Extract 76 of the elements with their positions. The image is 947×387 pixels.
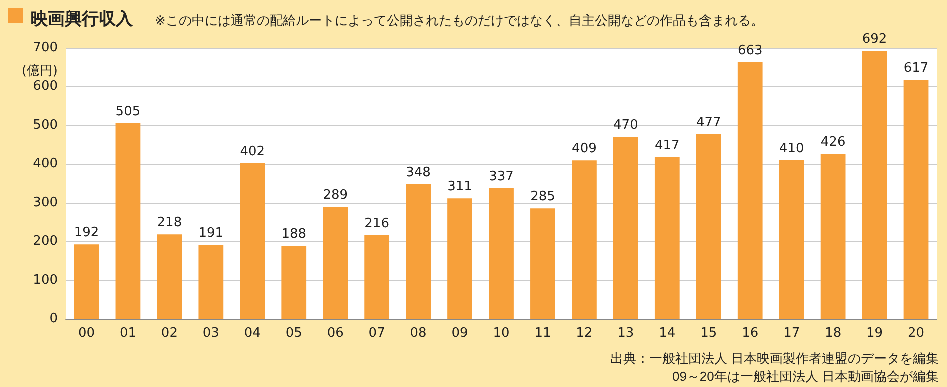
bar [448,198,472,319]
data-label: 417 [654,138,680,154]
data-label: 348 [406,165,431,180]
data-label: 337 [489,170,514,185]
y-tick-label: 700 [33,40,58,56]
bar [489,188,514,319]
bar [323,207,348,319]
data-label: 426 [820,135,846,150]
y-axis-title: (億円) [22,64,58,79]
x-tick-label: 18 [825,326,842,341]
data-label: 663 [738,43,763,58]
x-tick-label: 13 [618,326,634,341]
x-tick-label: 06 [327,326,344,341]
y-tick-label: 0 [50,312,58,326]
data-label: 402 [240,144,266,160]
bar [282,246,307,319]
data-label: 188 [282,227,307,242]
bar [654,158,680,319]
x-tick-label: 00 [78,326,96,341]
data-label: 617 [904,61,929,76]
y-tick-label: 200 [33,234,58,250]
x-tick-label: 12 [576,326,593,341]
data-label: 470 [614,118,638,134]
x-tick-label: 11 [534,326,552,341]
bar [572,160,597,319]
bar [820,154,846,319]
x-tick-label: 14 [659,326,676,341]
x-tick-label: 04 [244,326,261,341]
data-label: 311 [448,180,472,195]
y-tick-label: 300 [33,195,58,210]
x-tick-label: 07 [368,326,386,341]
bar [779,160,804,319]
x-tick-label: 02 [161,326,178,341]
data-label: 692 [862,32,888,48]
data-label: 218 [157,216,182,231]
bar [696,134,722,319]
bar [364,235,390,319]
data-label: 192 [74,226,100,241]
bar [240,163,266,319]
text: 09～20年は一般社団法人 日本動画協会が編集 [672,369,940,384]
source-note: 出典：一般社団法人 日本映画製作者連盟のデータを編集 [610,351,940,366]
data-label: 285 [530,190,556,205]
bar [862,51,888,319]
x-tick-label: 16 [742,326,759,341]
bar [530,208,556,319]
x-tick-label: 15 [700,326,718,341]
data-label: 505 [116,104,141,120]
x-tick-label: 17 [784,326,800,341]
x-tick-label: 10 [493,326,510,341]
bar [157,234,182,319]
chart-title: 映画興行収入 [31,10,134,30]
data-label: 216 [364,216,390,232]
x-tick-label: 03 [202,326,220,341]
x-tick-label: 20 [908,326,925,341]
x-tick-label: 08 [410,326,427,341]
data-label: 289 [323,188,348,204]
data-label: 477 [696,115,722,130]
bar [904,80,929,319]
bar [738,62,763,319]
data-label: 191 [198,226,224,242]
bar [198,245,224,319]
bar [613,137,638,319]
bar [406,184,431,319]
x-tick-label: 19 [866,326,884,341]
y-tick-label: 500 [33,118,58,133]
x-tick-label: 09 [452,326,468,341]
bar [74,244,100,319]
data-label: 409 [572,142,597,157]
y-tick-label: 100 [33,272,58,288]
chart-subtitle: ※この中には通常の配給ルートによって公開されたものだけではなく、自主公開などの作品も含まれる。 [155,13,764,29]
y-tick-label: 600 [33,79,58,94]
y-tick-label: 400 [33,156,58,172]
x-tick-label: 01 [120,326,136,341]
x-tick-label: 05 [286,326,302,341]
data-label: 410 [779,141,804,156]
bar [116,123,141,319]
